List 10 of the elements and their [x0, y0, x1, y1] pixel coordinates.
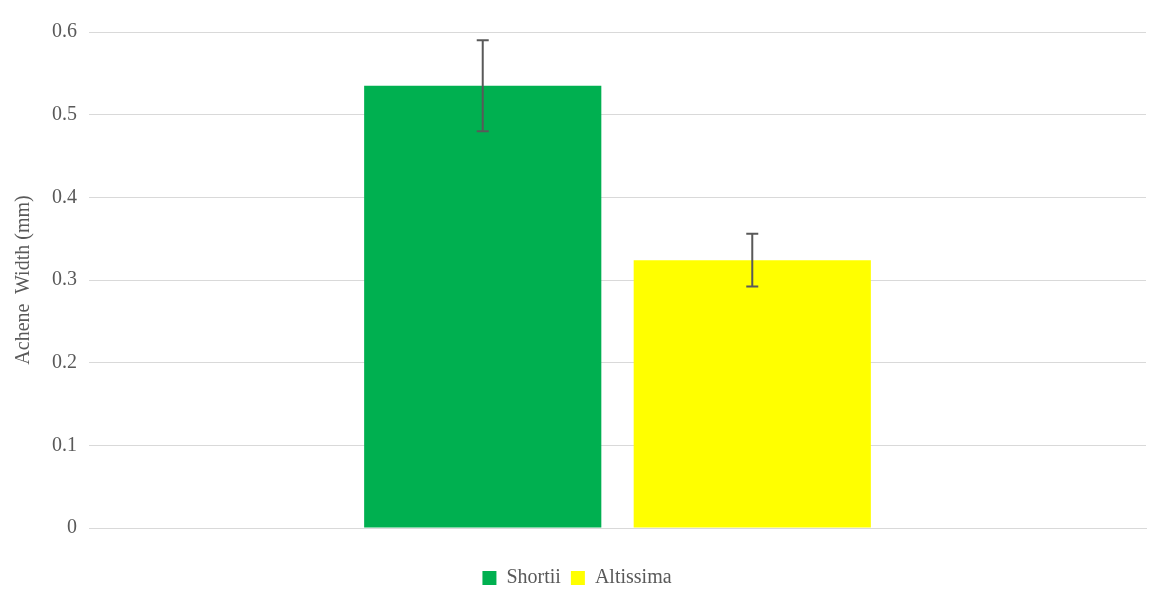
y-tick-label: 0.6 — [52, 19, 77, 42]
y-tick-label: 0.3 — [52, 267, 77, 290]
y-tick-label: 0.1 — [52, 432, 77, 455]
y-axis-title: Achene Width (mm) — [11, 195, 35, 365]
y-tick-label: 0.2 — [52, 349, 77, 372]
y-tick-label: 0.4 — [52, 184, 77, 207]
y-tick-label: 0.5 — [52, 101, 77, 124]
y-tick-label: 0 — [67, 515, 77, 538]
legend-label: Altissima — [594, 565, 672, 588]
legend-label: Shortii — [506, 565, 562, 588]
